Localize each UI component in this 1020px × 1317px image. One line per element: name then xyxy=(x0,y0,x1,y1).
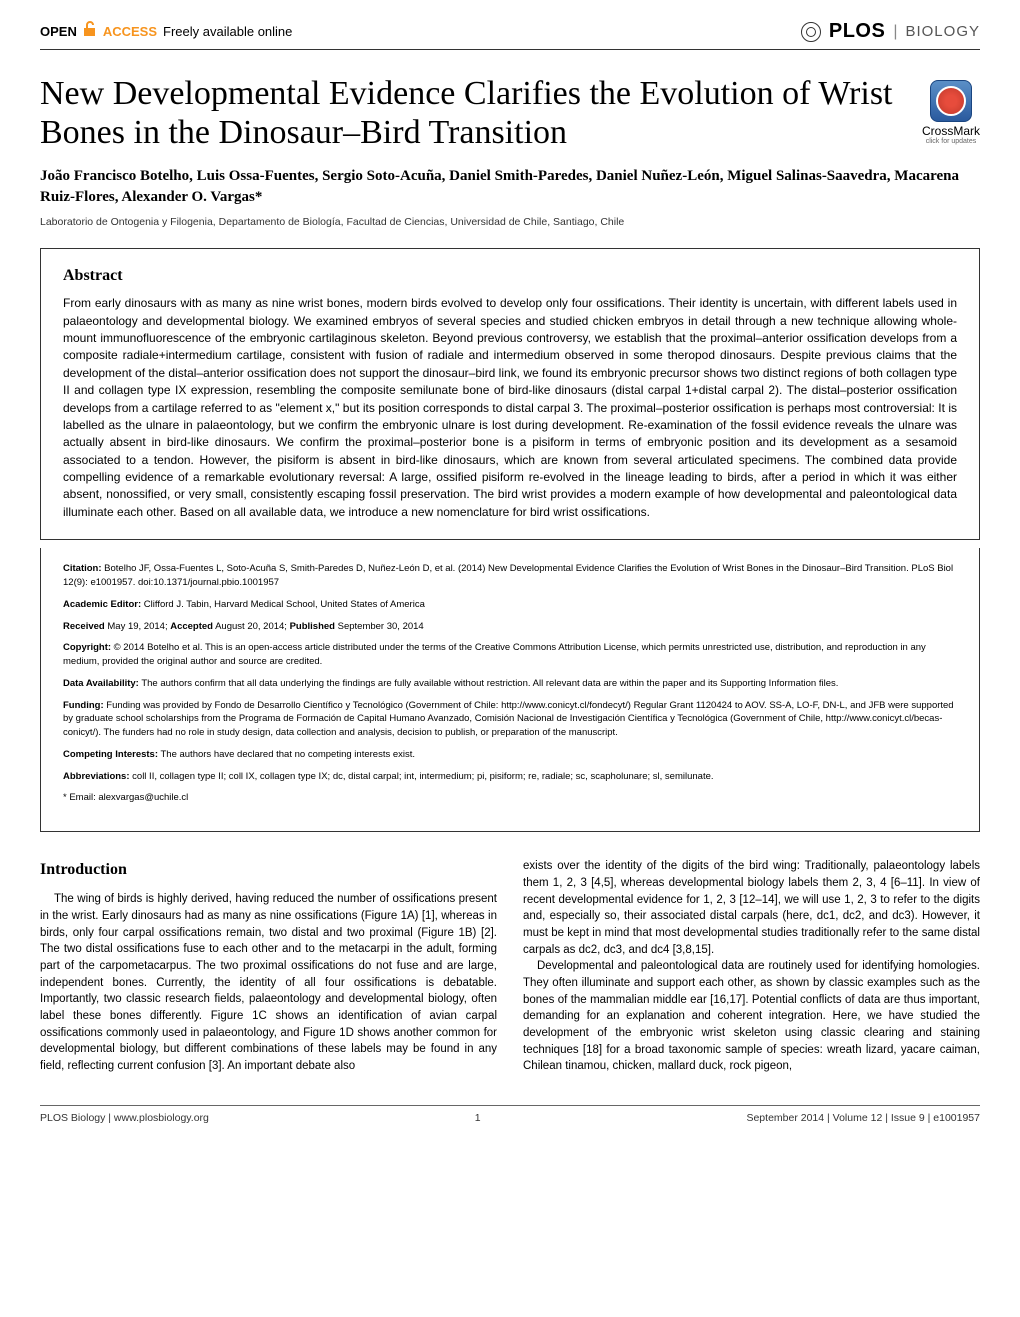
intro-heading: Introduction xyxy=(40,858,497,881)
meta-copyright-label: Copyright: xyxy=(63,642,111,653)
footer-left: PLOS Biology | www.plosbiology.org xyxy=(40,1112,209,1124)
affiliation: Laboratorio de Ontogenia y Filogenia, De… xyxy=(40,216,980,228)
meta-competing: Competing Interests: The authors have de… xyxy=(63,748,957,762)
meta-published-label: Published xyxy=(290,621,335,632)
meta-editor-label: Academic Editor: xyxy=(63,599,141,610)
meta-funding-text: Funding was provided by Fondo de Desarro… xyxy=(63,700,954,739)
journal-brand: PLOS | BIOLOGY xyxy=(801,20,980,43)
meta-received-label: Received xyxy=(63,621,105,632)
meta-abbrev-text: coll II, collagen type II; coll IX, coll… xyxy=(130,771,714,782)
meta-email-label: * Email: xyxy=(63,792,98,803)
crossmark-icon xyxy=(930,80,972,122)
meta-copyright: Copyright: © 2014 Botelho et al. This is… xyxy=(63,641,957,669)
meta-copyright-text: © 2014 Botelho et al. This is an open-ac… xyxy=(63,642,926,667)
meta-competing-text: The authors have declared that no compet… xyxy=(158,749,415,760)
meta-abbreviations: Abbreviations: coll II, collagen type II… xyxy=(63,770,957,784)
oa-freely-text: Freely available online xyxy=(163,24,292,39)
author-list: João Francisco Botelho, Luis Ossa-Fuente… xyxy=(40,166,980,208)
page-footer: PLOS Biology | www.plosbiology.org 1 Sep… xyxy=(40,1105,980,1124)
article-title: New Developmental Evidence Clarifies the… xyxy=(40,74,902,152)
open-access-badge: OPEN ACCESS Freely available online xyxy=(40,21,292,42)
meta-received-text: May 19, 2014; xyxy=(105,621,170,632)
meta-data-availability: Data Availability: The authors confirm t… xyxy=(63,677,957,691)
footer-right: September 2014 | Volume 12 | Issue 9 | e… xyxy=(746,1112,980,1124)
meta-citation: Citation: Botelho JF, Ossa-Fuentes L, So… xyxy=(63,562,957,590)
footer-page-number: 1 xyxy=(475,1112,481,1124)
meta-editor-text: Clifford J. Tabin, Harvard Medical Schoo… xyxy=(141,599,425,610)
meta-abbrev-label: Abbreviations: xyxy=(63,771,130,782)
meta-editor: Academic Editor: Clifford J. Tabin, Harv… xyxy=(63,598,957,612)
meta-dates: Received May 19, 2014; Accepted August 2… xyxy=(63,620,957,634)
meta-citation-text: Botelho JF, Ossa-Fuentes L, Soto-Acuña S… xyxy=(63,563,953,588)
intro-para-2: exists over the identity of the digits o… xyxy=(523,858,980,958)
meta-competing-label: Competing Interests: xyxy=(63,749,158,760)
journal-section: BIOLOGY xyxy=(905,23,980,40)
intro-para-3: Developmental and paleontological data a… xyxy=(523,958,980,1075)
oa-access-text: ACCESS xyxy=(103,24,157,39)
crossmark-sublabel: click for updates xyxy=(926,138,977,145)
article-metadata: Citation: Botelho JF, Ossa-Fuentes L, So… xyxy=(40,548,980,832)
crossmark-label: CrossMark xyxy=(922,124,980,138)
meta-email: * Email: alexvargas@uchile.cl xyxy=(63,791,957,805)
meta-data-label: Data Availability: xyxy=(63,678,139,689)
meta-funding-label: Funding: xyxy=(63,700,104,711)
abstract-text: From early dinosaurs with as many as nin… xyxy=(63,295,957,521)
abstract-box: Abstract From early dinosaurs with as ma… xyxy=(40,248,980,540)
column-right: exists over the identity of the digits o… xyxy=(523,858,980,1075)
open-lock-icon xyxy=(83,21,97,42)
body-columns: Introduction The wing of birds is highly… xyxy=(40,858,980,1075)
meta-published-text: September 30, 2014 xyxy=(335,621,424,632)
meta-funding: Funding: Funding was provided by Fondo d… xyxy=(63,699,957,740)
meta-accepted-text: August 20, 2014; xyxy=(213,621,290,632)
meta-accepted-label: Accepted xyxy=(170,621,213,632)
plos-logo-icon xyxy=(801,22,821,42)
page-header: OPEN ACCESS Freely available online PLOS… xyxy=(40,20,980,50)
journal-name: PLOS xyxy=(829,20,885,43)
abstract-heading: Abstract xyxy=(63,267,957,285)
crossmark-widget[interactable]: CrossMark click for updates xyxy=(922,80,980,145)
oa-open-text: OPEN xyxy=(40,24,77,39)
title-row: New Developmental Evidence Clarifies the… xyxy=(40,74,980,166)
meta-citation-label: Citation: xyxy=(63,563,102,574)
intro-para-1: The wing of birds is highly derived, hav… xyxy=(40,891,497,1074)
meta-email-text[interactable]: alexvargas@uchile.cl xyxy=(98,792,188,803)
column-left: Introduction The wing of birds is highly… xyxy=(40,858,497,1075)
meta-data-text: The authors confirm that all data underl… xyxy=(139,678,839,689)
